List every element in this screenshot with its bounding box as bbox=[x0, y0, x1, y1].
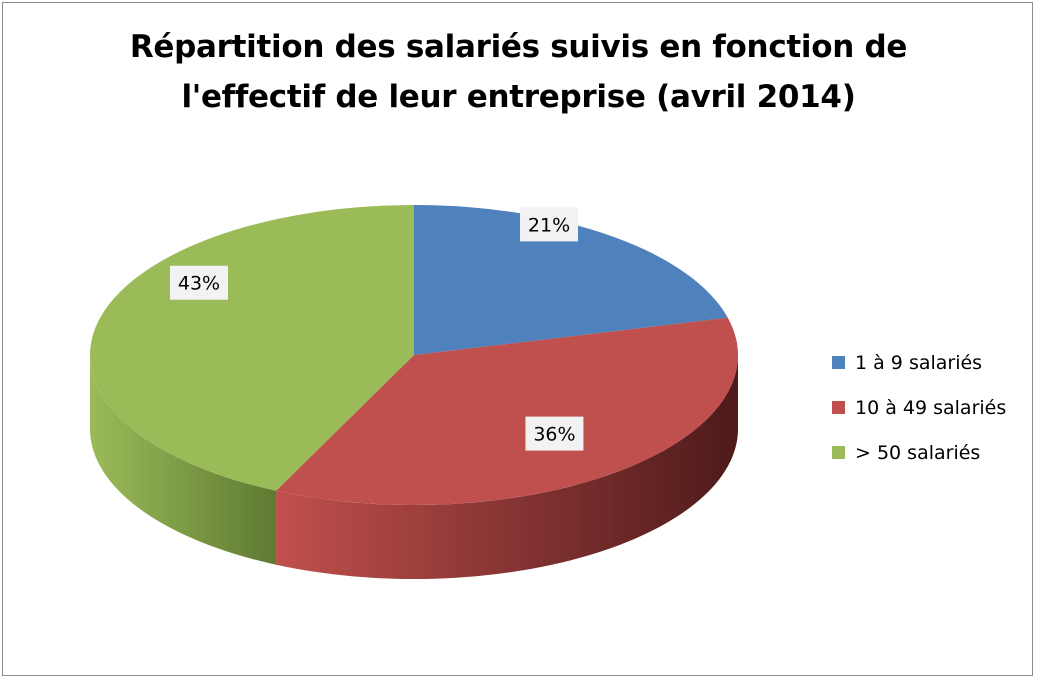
legend-label-10-49: 10 à 49 salariés bbox=[855, 396, 1007, 419]
chart-title-line-2: l'effectif de leur entreprise (avril 201… bbox=[181, 79, 856, 115]
data-label-text-10-49: 36% bbox=[533, 424, 575, 446]
data-label-text-1-9: 21% bbox=[528, 214, 570, 236]
slice-side-50-plus bbox=[89, 355, 277, 565]
data-label-box-1-9 bbox=[520, 207, 579, 242]
legend-item-50-plus: > 50 salariés bbox=[832, 430, 1006, 475]
data-label-box-50-plus bbox=[169, 265, 228, 300]
data-label-1-9: 21% bbox=[520, 207, 579, 242]
legend-swatch-50-plus bbox=[832, 446, 845, 459]
slice-top-10-49 bbox=[276, 317, 738, 505]
pie-tops bbox=[89, 205, 738, 505]
data-label-text-50-plus: 43% bbox=[178, 273, 220, 295]
legend-swatch-10-49 bbox=[832, 401, 845, 414]
slice-top-1-9 bbox=[414, 205, 728, 355]
data-label-50-plus: 43% bbox=[169, 265, 228, 300]
chart-title: Répartition des salariés suivis en fonct… bbox=[0, 22, 1037, 122]
pie-labels: 21% 36% 43% bbox=[169, 207, 584, 451]
legend: 1 à 9 salariés 10 à 49 salariés > 50 sal… bbox=[832, 340, 1006, 475]
legend-item-1-9: 1 à 9 salariés bbox=[832, 340, 1006, 385]
legend-label-50-plus: > 50 salariés bbox=[855, 441, 981, 464]
pie-sides bbox=[89, 355, 738, 579]
slice-side-10-49 bbox=[276, 355, 738, 579]
legend-item-10-49: 10 à 49 salariés bbox=[832, 385, 1006, 430]
legend-label-1-9: 1 à 9 salariés bbox=[855, 351, 983, 374]
legend-swatch-1-9 bbox=[832, 356, 845, 369]
data-label-box-10-49 bbox=[525, 416, 584, 451]
data-label-10-49: 36% bbox=[525, 416, 584, 451]
chart-title-line-1: Répartition des salariés suivis en fonct… bbox=[129, 29, 908, 65]
